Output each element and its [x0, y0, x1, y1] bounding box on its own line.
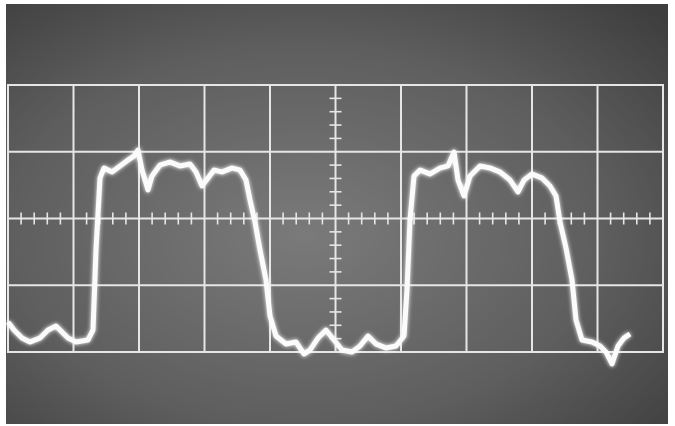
waveform-trace	[6, 147, 632, 367]
screen-background	[6, 4, 668, 424]
waveform	[6, 147, 632, 367]
